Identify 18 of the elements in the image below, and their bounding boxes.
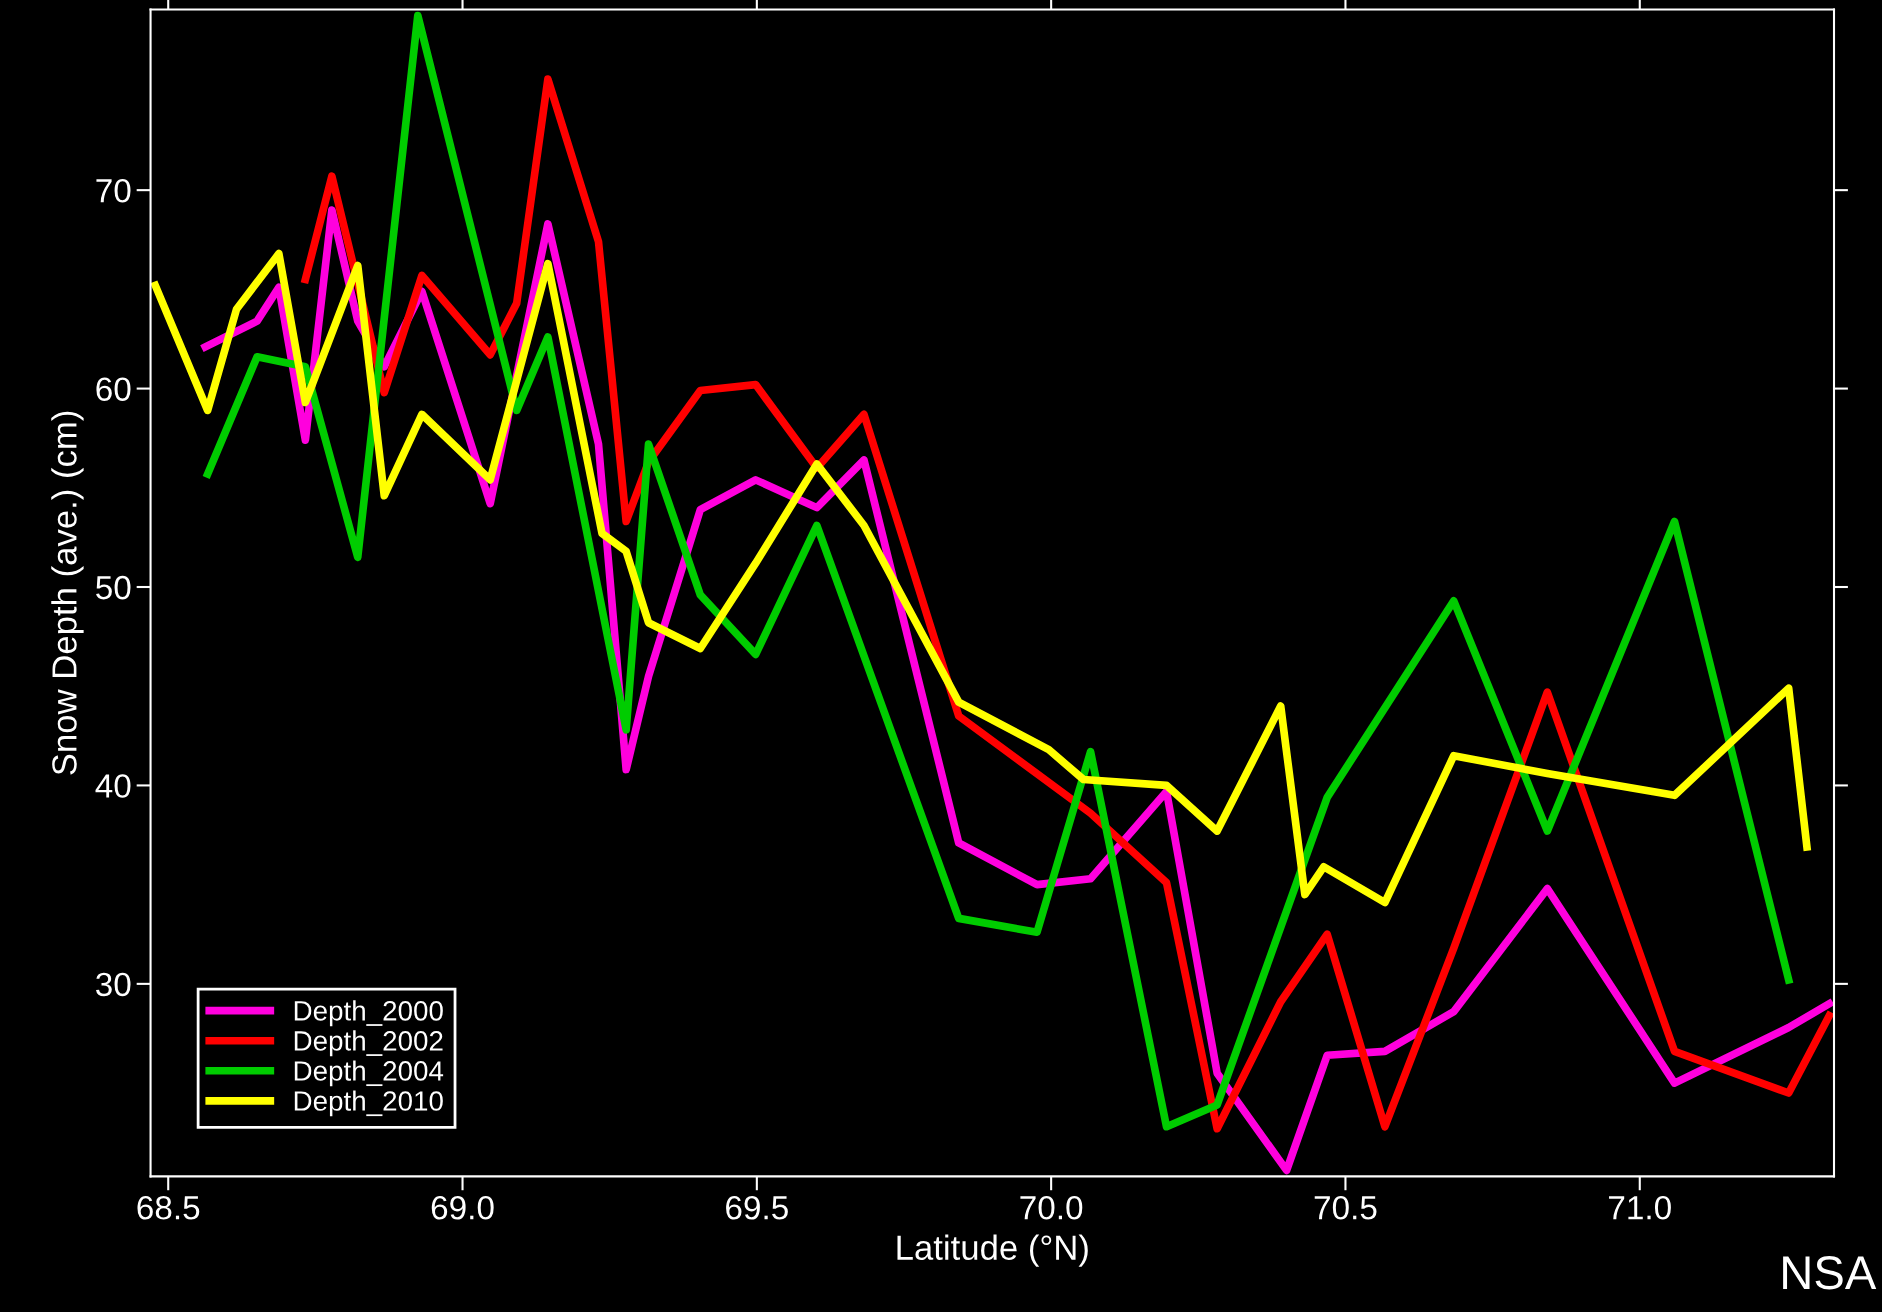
y-tick-label: 50 xyxy=(96,575,131,600)
legend-label: Depth_2002 xyxy=(294,1030,443,1057)
x-tick-label: 71.0 xyxy=(1609,1195,1671,1220)
x-tick-label: 70.5 xyxy=(1314,1195,1377,1220)
text: NSA xyxy=(1783,1256,1877,1290)
x-tick-label: 69.0 xyxy=(431,1195,494,1220)
y-tick-label: 70 xyxy=(96,178,131,203)
x-axis-title: Latitude (°N) xyxy=(897,1234,1088,1267)
x-tick-label: 69.5 xyxy=(726,1195,788,1220)
legend-label: Depth_2004 xyxy=(294,1060,444,1087)
legend-label: Depth_2010 xyxy=(294,1090,443,1117)
y-tick-label: 60 xyxy=(96,377,131,401)
y-axis-title: Snow Depth (ave.) (cm) xyxy=(51,411,84,775)
x-tick-label: 70.0 xyxy=(1020,1195,1083,1220)
legend-label: Depth_2000 xyxy=(294,1000,443,1027)
x-tick-label: 68.5 xyxy=(137,1195,200,1220)
y-tick-label: 30 xyxy=(96,972,131,997)
y-tick-label: 40 xyxy=(95,774,131,798)
